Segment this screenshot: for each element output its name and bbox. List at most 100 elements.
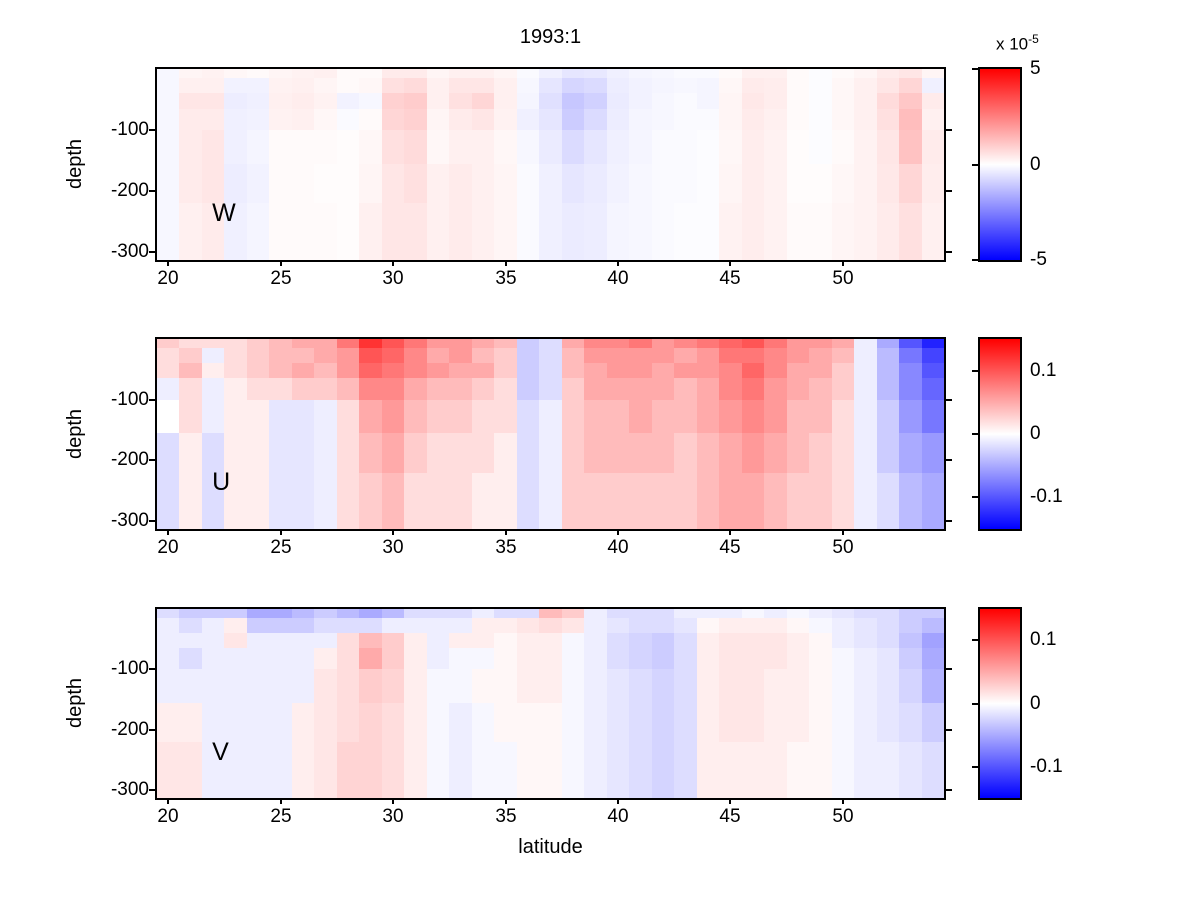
heatmap-cell [854, 130, 877, 164]
heatmap-cell [404, 164, 427, 203]
heatmap-cell [314, 648, 337, 669]
heatmap-cell [787, 363, 809, 378]
heatmap-cell [539, 69, 562, 78]
heatmap-cell [337, 109, 359, 130]
heatmap-cell [427, 618, 449, 633]
heatmap-cell [449, 703, 472, 742]
heatmap-cell [877, 618, 899, 633]
heatmap-cell [359, 648, 382, 669]
heatmap-cell [787, 348, 809, 363]
x-tick-label: 25 [270, 806, 292, 827]
heatmap-cell [652, 203, 674, 260]
heatmap-cell [517, 339, 539, 348]
heatmap-cell [742, 433, 764, 473]
heatmap-cell [652, 609, 674, 618]
heatmap-cell [247, 378, 269, 400]
heatmap-cell [652, 164, 674, 203]
heatmap-cell [697, 109, 719, 130]
heatmap-cell [674, 618, 697, 633]
heatmap-cell [854, 618, 877, 633]
heatmap-cell [517, 203, 539, 260]
heatmap-cell [314, 433, 337, 473]
y-tick-label: -100 [110, 658, 149, 679]
heatmap-cell [607, 164, 629, 203]
heatmap-cell [674, 130, 697, 164]
heatmap-cell [292, 203, 314, 260]
heatmap-cell [382, 164, 404, 203]
heatmap-cell [719, 618, 742, 633]
y-tick-mark [149, 729, 155, 731]
heatmap-cell [224, 473, 247, 529]
heatmap-cell [922, 609, 944, 618]
heatmap-cell [202, 109, 224, 130]
heatmap-cell [652, 348, 674, 363]
y-tick-mark [149, 129, 155, 131]
heatmap-cell [472, 433, 494, 473]
heatmap-cell [562, 69, 584, 78]
heatmap-cell [899, 633, 922, 648]
heatmap-cell [427, 473, 449, 529]
heatmap-cell [359, 69, 382, 78]
heatmap-cell [787, 339, 809, 348]
heatmap-cell [427, 433, 449, 473]
heatmap-cell [224, 648, 247, 669]
heatmap-cell [337, 339, 359, 348]
heatmap-cell [674, 609, 697, 618]
heatmap-cell [629, 363, 652, 378]
heatmap-cell [922, 633, 944, 648]
heatmap-cell [494, 400, 517, 433]
x-tick-label: 40 [607, 537, 629, 558]
heatmap-cell [179, 648, 202, 669]
heatmap-cell [584, 69, 607, 78]
heatmap-cell [472, 203, 494, 260]
heatmap-cell [697, 339, 719, 348]
heatmap-cell [494, 130, 517, 164]
heatmap-cell [202, 93, 224, 109]
heatmap-cell [292, 669, 314, 703]
heatmap-cell [832, 400, 854, 433]
heatmap-cell [472, 339, 494, 348]
heatmap-cell [494, 609, 517, 618]
heatmap-cell [854, 164, 877, 203]
heatmap-cell [809, 109, 832, 130]
heatmap-cell [539, 339, 562, 348]
heatmap-cell [292, 609, 314, 618]
heatmap-cell [472, 164, 494, 203]
plot-title: 1993:1 [519, 26, 582, 48]
heatmap-cell [337, 378, 359, 400]
heatmap-cell [607, 378, 629, 400]
heatmap-cell [719, 648, 742, 669]
y-tick-mark [149, 190, 155, 192]
heatmap-cell [427, 130, 449, 164]
heatmap-cell [652, 648, 674, 669]
heatmap-cell [157, 69, 179, 78]
heatmap-cell [472, 703, 494, 742]
x-tick-label: 45 [719, 806, 741, 827]
heatmap-cell [359, 348, 382, 363]
x-tick-label: 25 [270, 537, 292, 558]
heatmap-cell [742, 473, 764, 529]
heatmap-cell [809, 633, 832, 648]
heatmap-cell [404, 618, 427, 633]
x-tick-label: 30 [382, 537, 404, 558]
heatmap-cells-u [157, 339, 944, 529]
heatmap-cell [314, 609, 337, 618]
x-tick-mark [280, 798, 282, 804]
heatmap-cell [472, 648, 494, 669]
heatmap-cell [337, 433, 359, 473]
heatmap-cell [382, 348, 404, 363]
heatmap-cell [629, 203, 652, 260]
heatmap-cell [382, 203, 404, 260]
heatmap-cell [652, 378, 674, 400]
heatmap-cell [157, 618, 179, 633]
heatmap-cell [652, 363, 674, 378]
colorbar-tick-label: -0.1 [1030, 756, 1063, 777]
heatmap-cell [809, 473, 832, 529]
heatmap-cell [742, 339, 764, 348]
x-tick-label: 20 [157, 537, 179, 558]
heatmap-cell [539, 742, 562, 798]
heatmap-cell [629, 109, 652, 130]
heatmap-cell [224, 378, 247, 400]
heatmap-cell [832, 742, 854, 798]
heatmap-cell [157, 648, 179, 669]
